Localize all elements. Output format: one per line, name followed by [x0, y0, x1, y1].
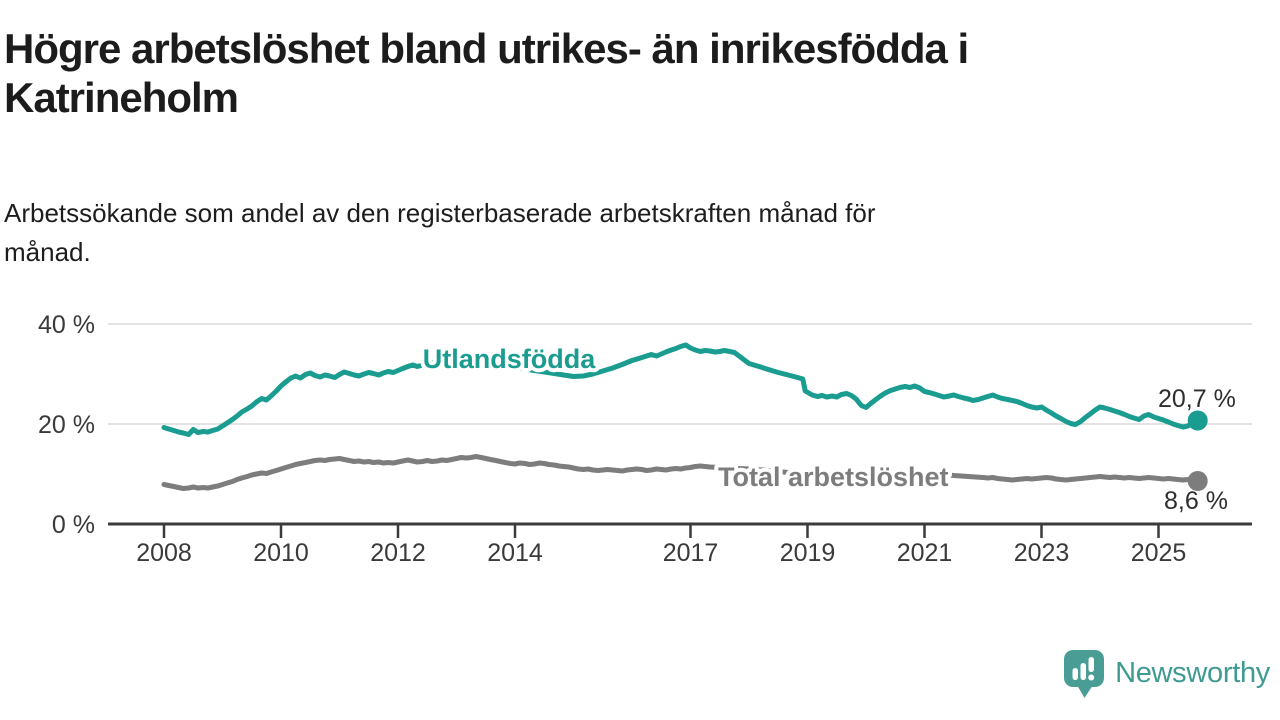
gridlines: [108, 323, 1252, 425]
end-value-label-total: 8,6 %: [1164, 487, 1228, 515]
x-axis-label-2019: 2019: [780, 539, 836, 567]
newsworthy-speech-bubble-barchart-icon: [1064, 650, 1105, 698]
series-lines: [161, 342, 1208, 491]
x-axis-label-2014: 2014: [487, 539, 543, 567]
x-axis-label-2021: 2021: [897, 539, 953, 567]
newsworthy-logo: Newsworthy: [1062, 648, 1270, 698]
series-end-dot-utlandsfodda: [1187, 410, 1208, 431]
x-axis-label-2025: 2025: [1131, 539, 1187, 567]
chart-subtitle-line1: Arbetssökande som andel av den registerb…: [4, 198, 876, 228]
y-axis-labels: 40 % 20 % 0 %: [38, 311, 95, 539]
x-axis-label-2023: 2023: [1014, 539, 1070, 567]
series-line-total: [161, 454, 1201, 491]
chart-subtitle: Arbetssökande som andel av den registerb…: [4, 194, 876, 272]
page-title: Högre arbetslöshet bland utrikes- än inr…: [4, 24, 969, 122]
series-end-dot-total: [1187, 471, 1208, 491]
y-axis-label-40: 40 %: [38, 311, 95, 339]
x-axis-label-2017: 2017: [663, 539, 719, 567]
chart-subtitle-line2: månad.: [4, 237, 91, 267]
end-value-label-utlandsfodda: 20,7 %: [1158, 385, 1236, 413]
y-axis-label-0: 0 %: [52, 511, 95, 539]
x-axis-label-2008: 2008: [136, 539, 192, 567]
y-axis-label-20: 20 %: [38, 411, 95, 439]
newsworthy-logo-text: Newsworthy: [1115, 656, 1270, 689]
series-line-utlandsfodda: [161, 342, 1201, 437]
page-title-line2: Katrineholm: [4, 74, 239, 121]
series-label-total-arbetsloshet: Total arbetslöshet: [718, 462, 949, 492]
x-axis-label-2010: 2010: [253, 539, 309, 567]
x-axis-ticks: 2008 2010 2012 2014 2017 2019 2021 2023 2025: [136, 524, 1186, 567]
series-label-utlandsfodda: Utlandsfödda: [423, 344, 596, 374]
x-axis-label-2012: 2012: [370, 539, 426, 567]
page-title-line1: Högre arbetslöshet bland utrikes- än inr…: [4, 25, 969, 72]
